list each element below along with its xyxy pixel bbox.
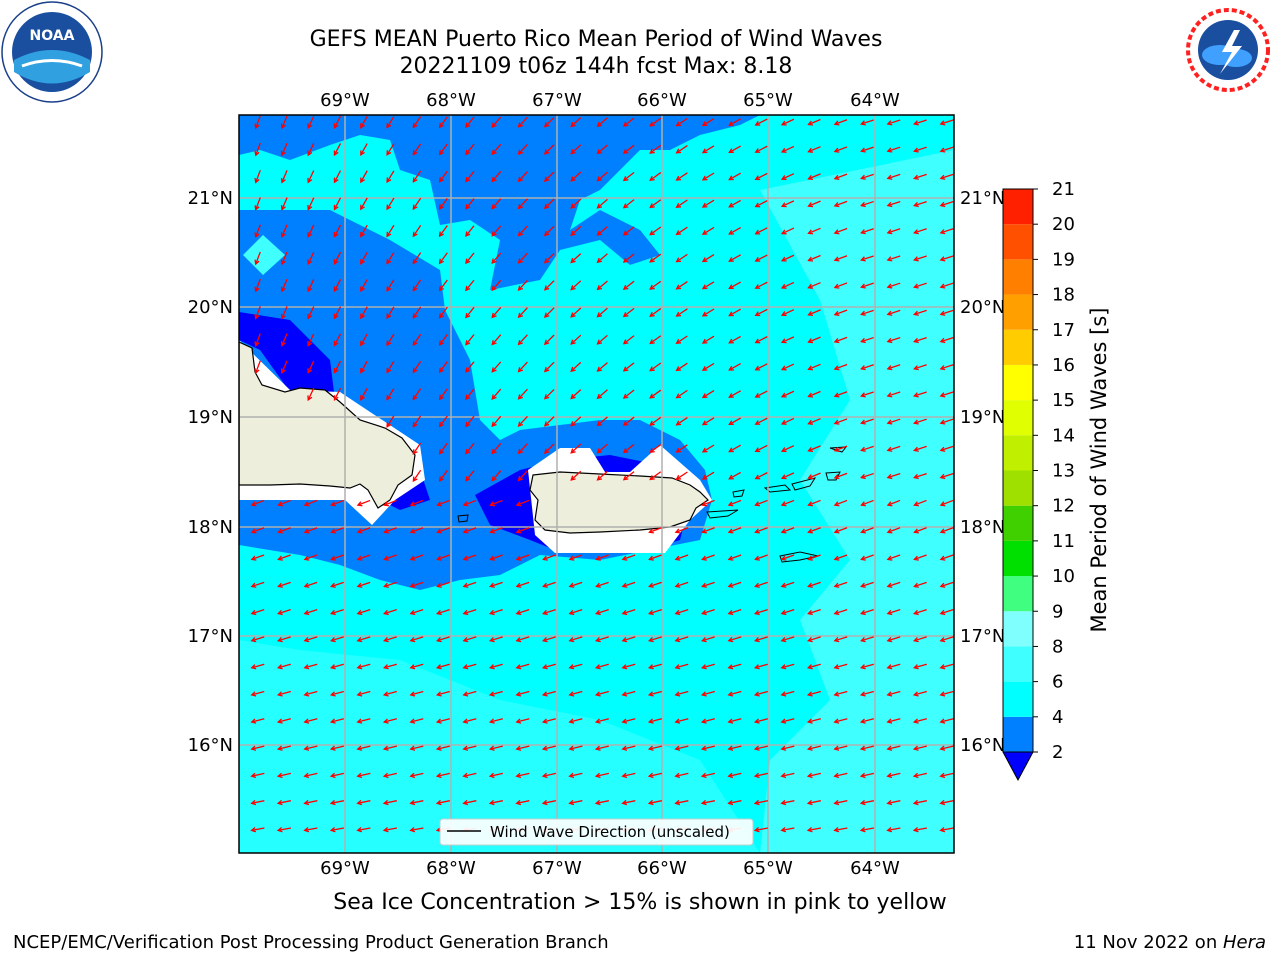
colorbar-band <box>1003 330 1033 365</box>
colorbar-ticks: 2 4 6 8 9 10 11 12 13 14 15 16 17 18 19 20 21 <box>1033 179 1075 763</box>
lat-label: 20°N <box>960 297 1005 318</box>
colorbar-tick-label: 16 <box>1052 355 1075 376</box>
colorbar-band <box>1003 365 1033 400</box>
lon-label: 66°W <box>637 858 687 879</box>
lat-label: 19°N <box>188 407 233 428</box>
lon-label: 65°W <box>743 90 793 111</box>
colorbar-band <box>1003 295 1033 330</box>
colorbar-tick-label: 9 <box>1052 601 1063 622</box>
colorbar-tick-label: 8 <box>1052 636 1063 657</box>
colorbar: 2 4 6 8 9 10 11 12 13 14 15 16 17 18 19 20 21 Mean Perio… <box>1003 179 1111 780</box>
lat-label: 21°N <box>960 188 1005 209</box>
colorbar-tick-label: 6 <box>1052 672 1063 693</box>
lat-label: 17°N <box>960 626 1005 647</box>
colorbar-band <box>1003 400 1033 435</box>
colorbar-tick-label: 21 <box>1052 179 1075 200</box>
legend-label: Wind Wave Direction (unscaled) <box>490 823 730 841</box>
lon-label: 69°W <box>320 90 370 111</box>
lat-label: 18°N <box>188 517 233 538</box>
colorbar-band <box>1003 611 1033 646</box>
lat-label: 16°N <box>960 735 1005 756</box>
lon-label: 64°W <box>850 90 900 111</box>
lat-labels-right: 21°N 20°N 19°N 18°N 17°N 16°N <box>960 188 1005 756</box>
sea-ice-note: Sea Ice Concentration > 15% is shown in … <box>0 890 1280 915</box>
colorbar-tick-label: 4 <box>1052 707 1063 728</box>
colorbar-band <box>1003 541 1033 576</box>
lon-labels-bottom: 69°W 68°W 67°W 66°W 65°W 64°W <box>320 858 900 879</box>
lon-label: 65°W <box>743 858 793 879</box>
colorbar-band <box>1003 259 1033 294</box>
colorbar-tick-label: 17 <box>1052 320 1075 341</box>
lon-label: 68°W <box>426 858 476 879</box>
colorbar-band <box>1003 435 1033 470</box>
footer-date-text: 11 Nov 2022 on <box>1074 932 1223 953</box>
footer-credit: NCEP/EMC/Verification Post Processing Pr… <box>13 932 609 953</box>
colorbar-tick-label: 2 <box>1052 742 1063 763</box>
lat-label: 18°N <box>960 517 1005 538</box>
colorbar-band <box>1003 682 1033 717</box>
map-field <box>239 115 954 853</box>
lat-label: 19°N <box>960 407 1005 428</box>
lon-label: 67°W <box>532 858 582 879</box>
lon-label: 66°W <box>637 90 687 111</box>
colorbar-tick-label: 19 <box>1052 249 1075 270</box>
colorbar-band <box>1003 646 1033 681</box>
colorbar-tick-label: 10 <box>1052 566 1075 587</box>
colorbar-tick-label: 15 <box>1052 390 1075 411</box>
colorbar-band <box>1003 506 1033 541</box>
lon-label: 69°W <box>320 858 370 879</box>
wind-wave-map: Wind Wave Direction (unscaled) 69°W 68°W… <box>0 0 1280 960</box>
lat-label: 16°N <box>188 735 233 756</box>
mona-island <box>458 515 468 522</box>
colorbar-extend-arrow <box>1003 752 1033 780</box>
lat-label: 17°N <box>188 626 233 647</box>
colorbar-bands <box>1003 189 1033 752</box>
colorbar-band <box>1003 471 1033 506</box>
colorbar-band <box>1003 189 1033 224</box>
lon-label: 68°W <box>426 90 476 111</box>
footer-date: 11 Nov 2022 on Hera <box>1074 932 1266 953</box>
colorbar-tick-label: 12 <box>1052 496 1075 517</box>
colorbar-band <box>1003 224 1033 259</box>
colorbar-tick-label: 14 <box>1052 425 1075 446</box>
lon-label: 64°W <box>850 858 900 879</box>
footer-host: Hera <box>1223 932 1266 953</box>
lat-label: 21°N <box>188 188 233 209</box>
lon-labels-top: 69°W 68°W 67°W 66°W 65°W 64°W <box>320 90 900 111</box>
colorbar-tick-label: 18 <box>1052 285 1075 306</box>
colorbar-tick-label: 20 <box>1052 214 1075 235</box>
lat-labels-left: 21°N 20°N 19°N 18°N 17°N 16°N <box>188 188 233 756</box>
map-legend: Wind Wave Direction (unscaled) <box>440 819 753 845</box>
colorbar-band <box>1003 717 1033 752</box>
colorbar-band <box>1003 576 1033 611</box>
lat-label: 20°N <box>188 297 233 318</box>
colorbar-label: Mean Period of Wind Waves [s] <box>1087 308 1111 633</box>
colorbar-tick-label: 11 <box>1052 531 1075 552</box>
lon-label: 67°W <box>532 90 582 111</box>
colorbar-tick-label: 13 <box>1052 461 1075 482</box>
